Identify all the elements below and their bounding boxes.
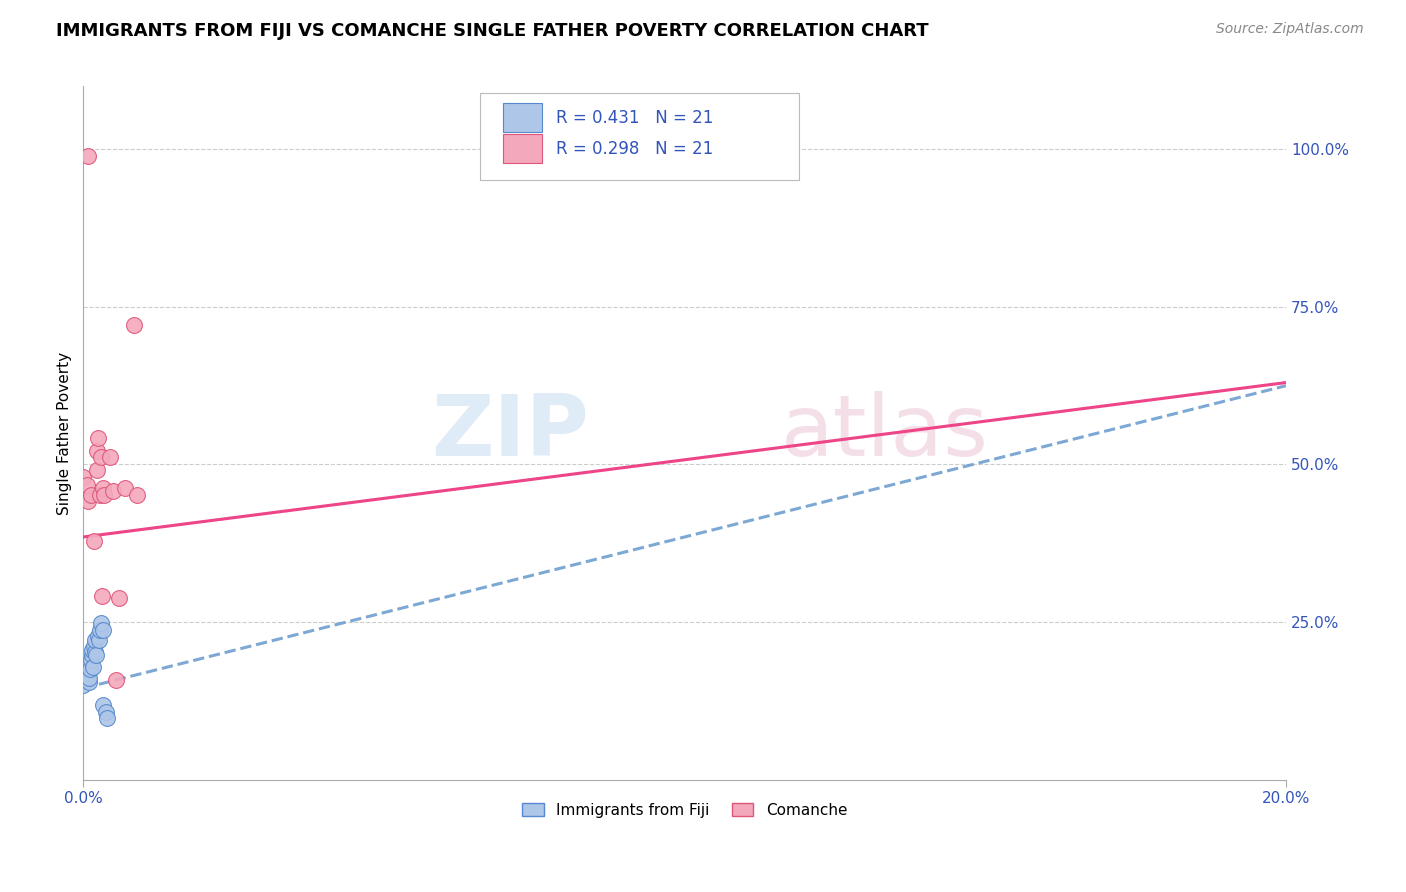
- Point: [90, 589, 112, 603]
- Point: [77, 149, 100, 163]
- Point: [108, 591, 131, 606]
- Legend: Immigrants from Fiji, Comanche: Immigrants from Fiji, Comanche: [516, 797, 853, 824]
- Point: [91, 698, 114, 713]
- Point: [127, 488, 149, 502]
- Point: [124, 318, 146, 332]
- Text: atlas: atlas: [780, 392, 988, 475]
- Point: [87, 632, 110, 647]
- Point: [89, 623, 111, 637]
- Point: [93, 488, 115, 502]
- Point: [83, 645, 105, 659]
- Point: [76, 477, 98, 491]
- FancyBboxPatch shape: [503, 103, 541, 132]
- Point: [87, 629, 110, 643]
- Text: R = 0.298   N = 21: R = 0.298 N = 21: [555, 140, 713, 158]
- Point: [72, 678, 94, 692]
- Point: [86, 462, 108, 476]
- Text: Source: ZipAtlas.com: Source: ZipAtlas.com: [1216, 22, 1364, 37]
- Point: [80, 648, 103, 662]
- Point: [98, 450, 121, 464]
- Point: [83, 639, 105, 653]
- Point: [80, 488, 103, 502]
- Point: [96, 711, 118, 725]
- Point: [103, 483, 125, 498]
- FancyBboxPatch shape: [503, 134, 541, 163]
- Point: [80, 653, 103, 667]
- Text: R = 0.431   N = 21: R = 0.431 N = 21: [555, 109, 713, 127]
- Point: [79, 671, 101, 685]
- Point: [105, 673, 128, 687]
- Point: [79, 662, 101, 676]
- Point: [77, 494, 100, 508]
- FancyBboxPatch shape: [481, 94, 799, 180]
- Point: [84, 632, 107, 647]
- Point: [90, 450, 112, 464]
- Text: IMMIGRANTS FROM FIJI VS COMANCHE SINGLE FATHER POVERTY CORRELATION CHART: IMMIGRANTS FROM FIJI VS COMANCHE SINGLE …: [56, 22, 929, 40]
- Point: [77, 666, 100, 681]
- Point: [84, 648, 107, 663]
- Point: [77, 674, 100, 689]
- Point: [72, 470, 94, 484]
- Point: [89, 488, 111, 502]
- Point: [87, 431, 110, 445]
- Point: [82, 643, 104, 657]
- Point: [82, 660, 104, 674]
- Point: [114, 482, 136, 496]
- Point: [91, 623, 114, 637]
- Point: [94, 705, 117, 719]
- Point: [86, 443, 108, 458]
- Point: [83, 534, 105, 549]
- Point: [90, 616, 112, 631]
- Point: [91, 482, 114, 496]
- Y-axis label: Single Father Poverty: Single Father Poverty: [58, 351, 72, 515]
- Text: ZIP: ZIP: [430, 392, 589, 475]
